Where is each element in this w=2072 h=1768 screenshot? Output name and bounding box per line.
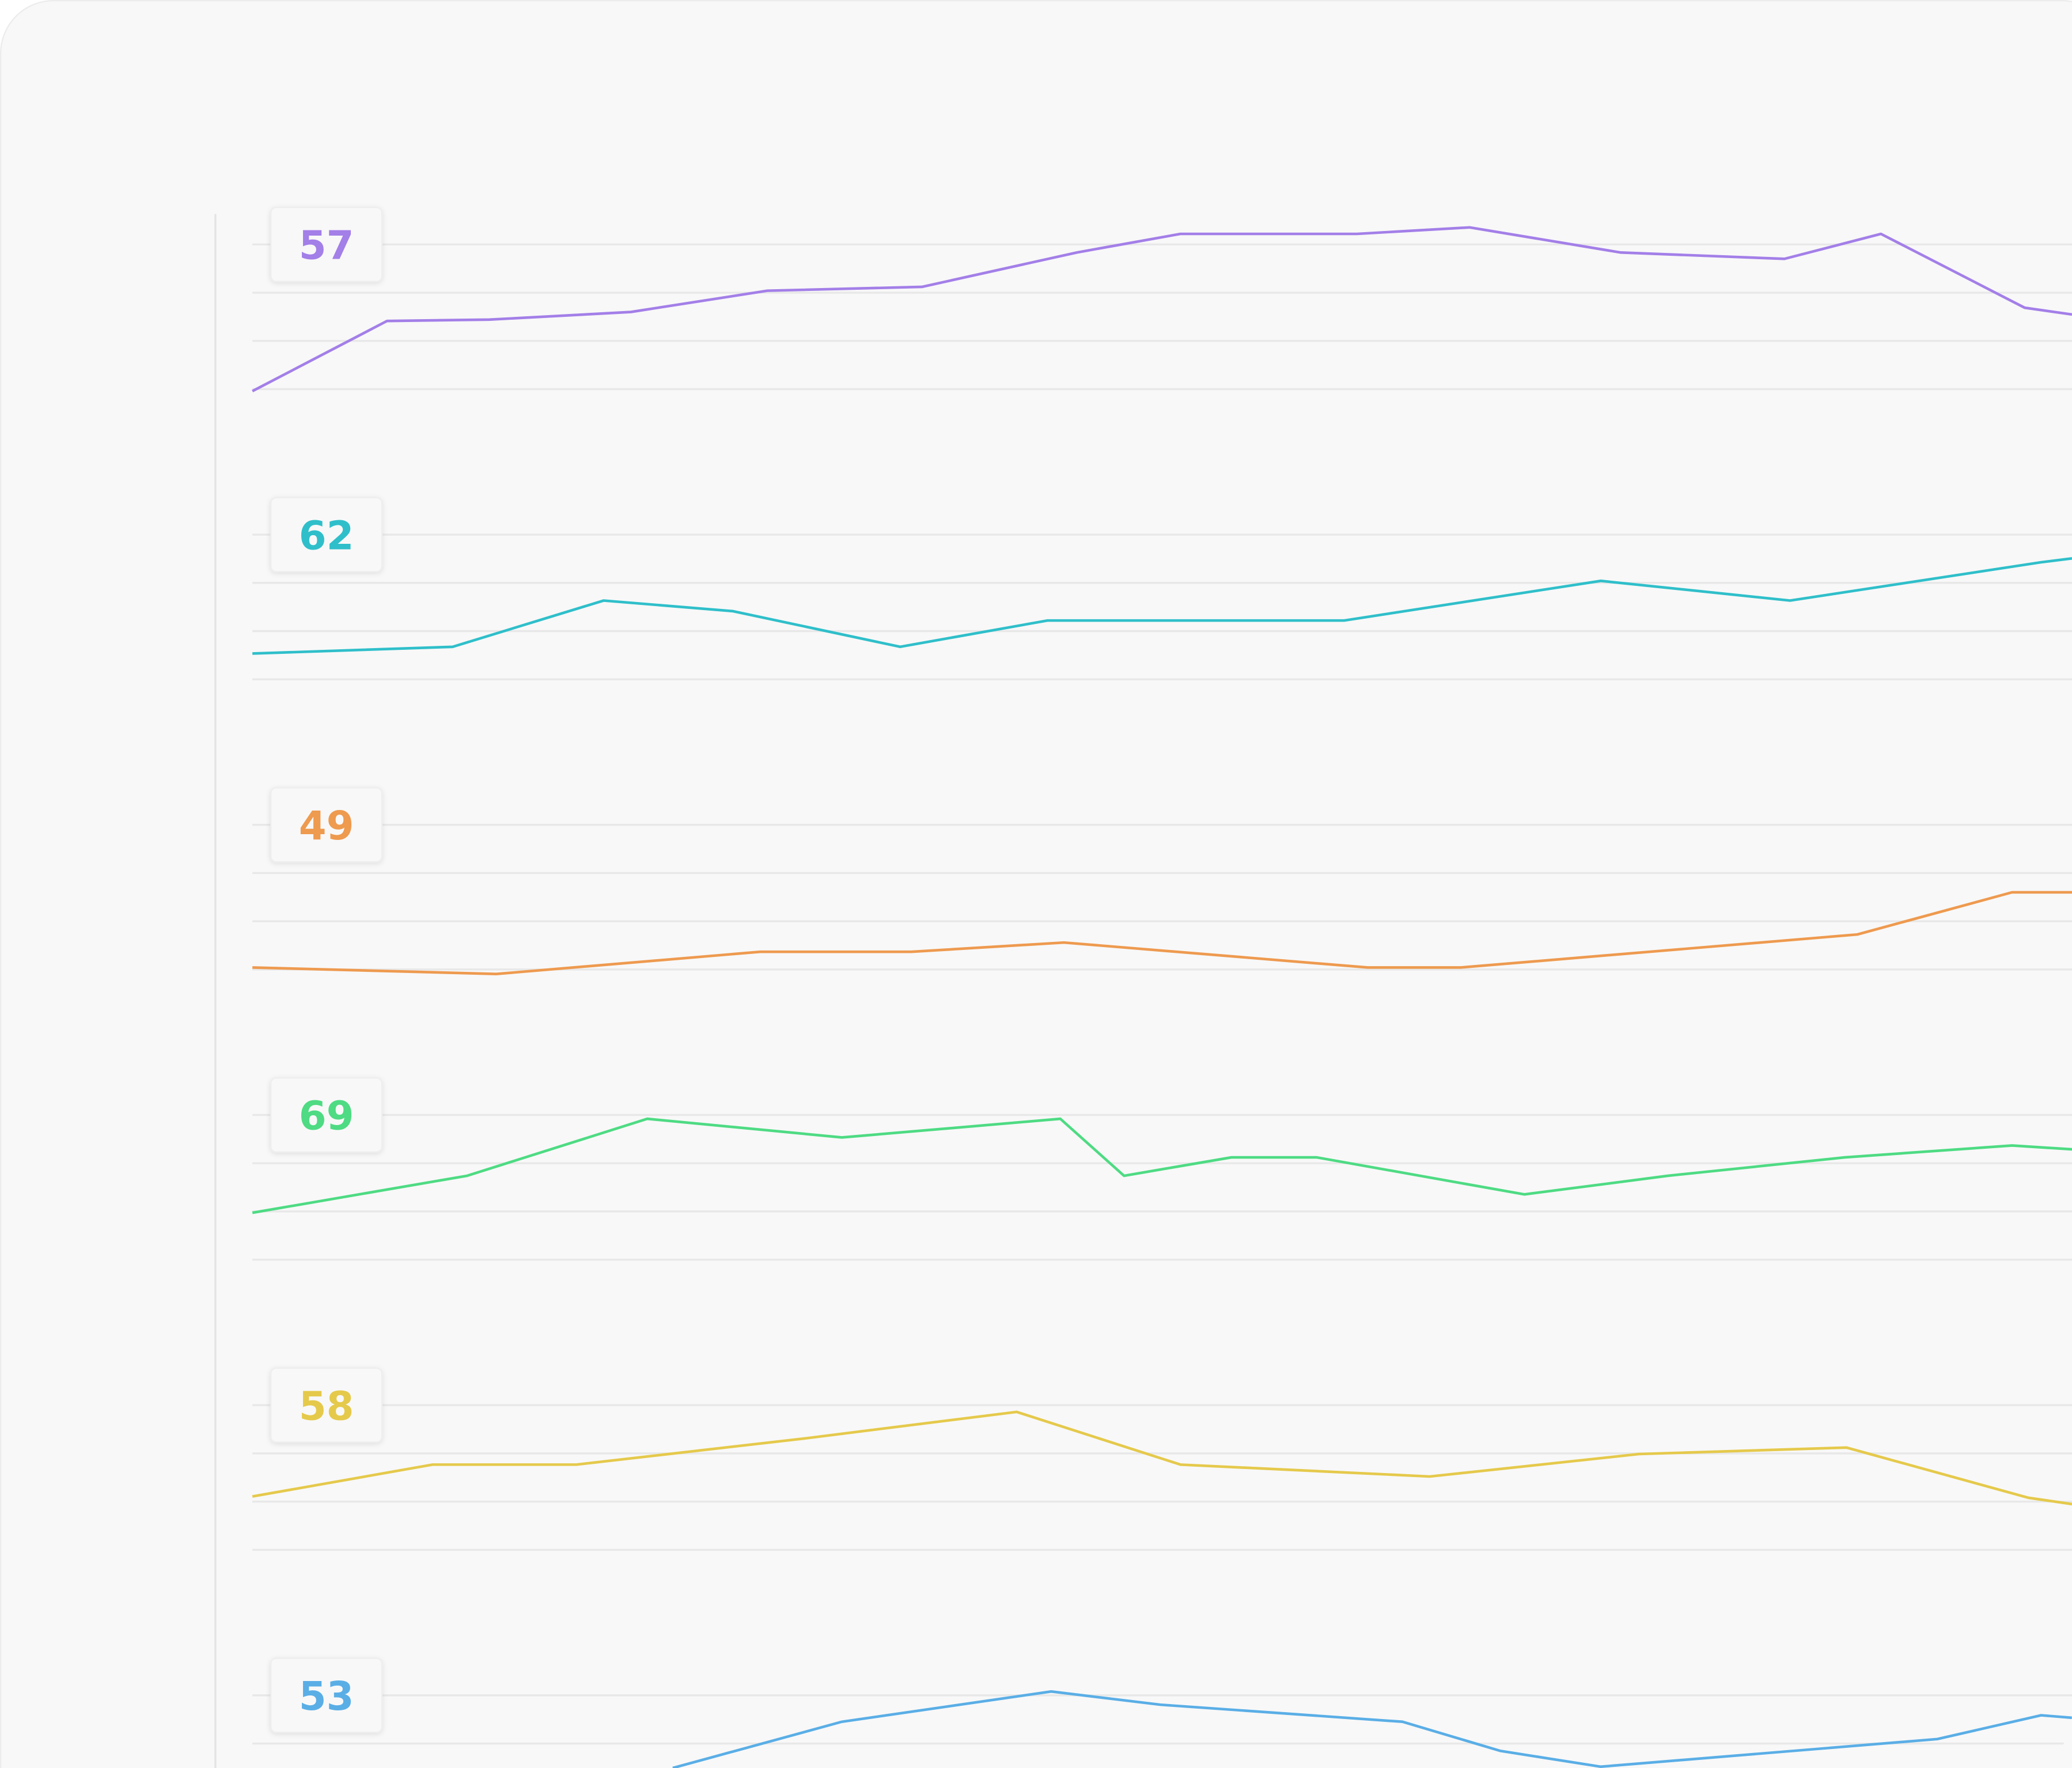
value-badge: 69 (270, 1077, 383, 1153)
badge-box (270, 206, 383, 282)
line-series (252, 557, 2072, 655)
badge-box (270, 787, 383, 863)
charts: 57 62 49 69 58 53 (214, 206, 2072, 1768)
badge-value: 69 (299, 1093, 354, 1139)
line-series (672, 1690, 2072, 1768)
line-series (252, 1410, 2072, 1506)
badge-value: 62 (299, 513, 354, 559)
line-series (252, 1117, 2072, 1214)
badge-value: 57 (299, 223, 354, 269)
badge-box (270, 1077, 383, 1153)
badge-value: 49 (299, 803, 354, 849)
badge-value: 58 (299, 1383, 354, 1429)
badge-box (270, 1657, 383, 1733)
line-series (252, 226, 2072, 392)
badge-box (270, 497, 383, 573)
value-badge: 53 (270, 1657, 383, 1733)
badge-box (270, 1367, 383, 1443)
badge-value: 53 (299, 1674, 354, 1720)
value-badge: 57 (270, 206, 383, 282)
value-badge: 58 (270, 1367, 383, 1443)
value-badge: 49 (270, 787, 383, 863)
line-series (252, 891, 2072, 975)
value-badge: 62 (270, 497, 383, 573)
